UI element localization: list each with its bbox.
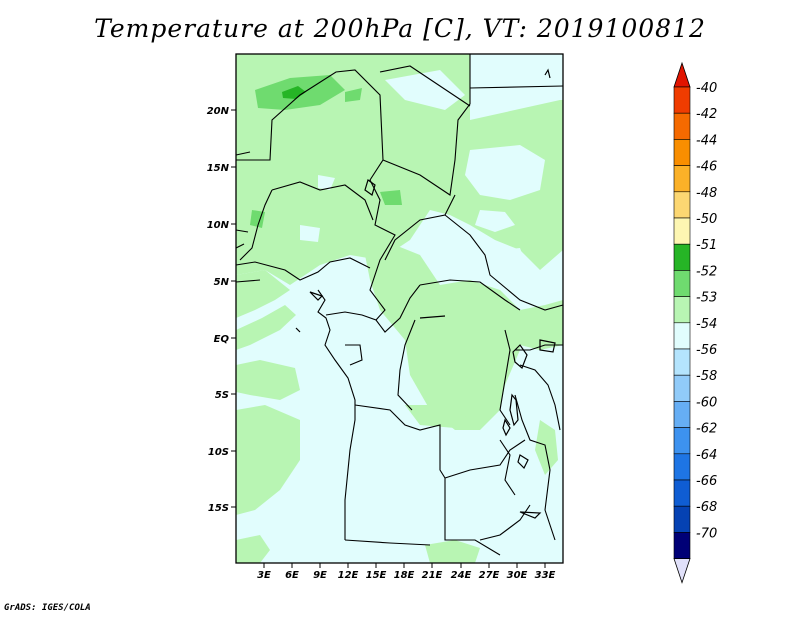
lat-ticks	[231, 109, 236, 508]
credit-text: GrADS: IGES/COLA	[4, 603, 91, 613]
colorbar-top-arrow	[673, 61, 691, 88]
colorbar-swatch	[673, 374, 691, 402]
lat-label: 20N	[207, 106, 230, 117]
colorbar-label: -58	[696, 369, 717, 384]
lon-label: 18E	[394, 570, 415, 581]
colorbar-swatch	[673, 427, 691, 455]
colorbar-label: -52	[696, 264, 717, 279]
map-border	[235, 53, 564, 564]
colorbar-label: -51	[696, 238, 717, 253]
colorbar-label: -56	[696, 343, 717, 358]
lat-label: 10S	[208, 447, 229, 458]
lon-ticks	[263, 563, 546, 568]
lat-label: 5S	[215, 390, 229, 401]
lon-label: 3E	[257, 570, 271, 581]
colorbar-swatch	[673, 479, 691, 507]
colorbar-label: -50	[696, 212, 717, 227]
lat-label: EQ	[214, 334, 230, 345]
lat-label: 5N	[214, 277, 230, 288]
lon-label: 6E	[285, 570, 299, 581]
colorbar-swatch	[673, 322, 691, 350]
colorbar-swatch	[673, 112, 691, 140]
colorbar-label: -64	[696, 448, 717, 463]
colorbar-label: -62	[696, 422, 717, 437]
lat-labels: 20N 15N 10N 5N EQ 5S 10S 15S	[207, 106, 230, 514]
colorbar-swatch	[673, 139, 691, 166]
colorbar-swatch	[673, 165, 691, 193]
lon-label: 12E	[338, 570, 359, 581]
temperature-band-minus53	[236, 54, 563, 563]
colorbar-swatch	[673, 532, 691, 559]
colorbar-swatch	[673, 86, 691, 114]
lat-label: 10N	[207, 220, 230, 231]
colorbar-swatch	[673, 348, 691, 376]
lat-label: 15N	[207, 163, 230, 174]
colorbar-swatch	[673, 243, 691, 271]
colorbar-swatch	[673, 401, 691, 428]
colorbar-label: -68	[696, 500, 717, 515]
lon-label: 21E	[422, 570, 443, 581]
colorbar-swatch	[673, 191, 691, 219]
temperature-band-minus51	[282, 86, 306, 99]
boundaries	[235, 54, 564, 556]
colorbar-label: -42	[696, 107, 717, 122]
colorbar-label: -66	[696, 474, 717, 489]
colorbar-label: -46	[696, 160, 717, 175]
lakes	[295, 68, 556, 519]
colorbar: -40 -42 -44 -46 -48 -50 -51 -52 -53 -54 -56 -58 -60 -…	[673, 61, 717, 584]
colorbar-label: -54	[696, 317, 717, 332]
colorbar-swatch	[673, 453, 691, 481]
map-plot: 20N 15N 10N 5N EQ 5S 10S 15S 3E 6E 9E 12…	[207, 53, 564, 581]
lon-label: 33E	[535, 570, 556, 581]
map-title: Temperature at 200hPa [C], VT: 201910081…	[94, 14, 706, 43]
lon-labels: 3E 6E 9E 12E 15E 18E 21E 24E 27E 30E 33E	[257, 570, 555, 581]
colorbar-label: -44	[696, 133, 717, 148]
colorbar-bottom-arrow	[673, 558, 691, 584]
lat-label: 15S	[208, 503, 229, 514]
colorbar-swatch	[673, 217, 691, 245]
lon-label: 30E	[507, 570, 528, 581]
lon-label: 24E	[451, 570, 472, 581]
colorbar-swatch	[673, 505, 691, 533]
lon-label: 9E	[313, 570, 327, 581]
colorbar-label: -48	[696, 186, 717, 201]
colorbar-swatch	[673, 270, 691, 297]
colorbar-label: -40	[696, 81, 717, 96]
colorbar-label: -53	[696, 291, 717, 306]
temperature-band-minus54-islands	[300, 70, 545, 264]
lon-label: 27E	[479, 570, 500, 581]
colorbar-label: -70	[696, 526, 717, 541]
lon-label: 15E	[366, 570, 387, 581]
colorbar-swatch	[673, 296, 691, 324]
colorbar-label: -60	[696, 395, 717, 410]
